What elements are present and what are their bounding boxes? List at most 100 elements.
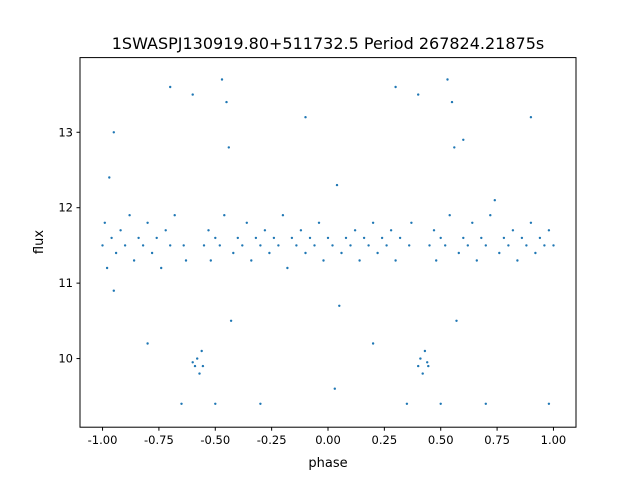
data-point	[462, 236, 465, 240]
data-point	[462, 138, 465, 141]
data-point	[428, 244, 431, 247]
x-axis-label: phase	[308, 456, 347, 471]
data-point	[191, 361, 194, 364]
y-tick-label: 10	[58, 352, 73, 366]
data-point	[498, 251, 501, 255]
data-point	[394, 85, 397, 89]
data-point	[250, 259, 253, 262]
x-tick-label: 0.50	[428, 433, 454, 447]
data-point	[376, 251, 379, 255]
data-point	[493, 199, 496, 202]
data-point	[367, 244, 370, 247]
data-point	[525, 244, 528, 247]
data-point	[453, 146, 456, 149]
data-point	[193, 364, 197, 368]
data-point	[371, 342, 375, 345]
data-point	[338, 304, 341, 307]
data-point	[417, 364, 420, 368]
data-point	[180, 402, 183, 405]
data-point	[132, 259, 136, 262]
data-point	[371, 221, 375, 224]
x-tick-label: 0.25	[372, 433, 398, 447]
data-point	[446, 78, 449, 81]
data-point	[202, 244, 206, 247]
data-point	[340, 251, 343, 255]
data-point	[295, 244, 298, 247]
data-point	[137, 236, 140, 240]
data-point	[286, 266, 289, 270]
data-point	[362, 236, 366, 240]
data-point	[196, 357, 199, 360]
chart-title: 1SWASPJ130919.80+511732.5 Period 267824.…	[112, 34, 544, 53]
y-tick-label: 13	[58, 125, 73, 139]
data-point	[405, 402, 409, 405]
data-point	[207, 229, 210, 232]
data-point	[241, 244, 244, 247]
data-point	[123, 244, 127, 247]
data-point	[455, 319, 458, 322]
data-point	[385, 244, 388, 247]
data-point	[160, 266, 163, 270]
data-point	[466, 244, 469, 247]
data-point	[150, 251, 154, 255]
data-point	[480, 236, 483, 240]
data-point	[272, 236, 276, 240]
data-point	[543, 244, 546, 247]
data-point	[259, 244, 262, 247]
data-point	[344, 236, 348, 240]
data-point	[317, 221, 321, 224]
data-point	[335, 183, 339, 187]
data-point	[349, 244, 352, 247]
data-point	[112, 289, 116, 292]
data-point	[281, 214, 285, 217]
y-tick-label: 12	[58, 201, 73, 215]
data-point	[450, 100, 454, 104]
data-point	[299, 229, 303, 232]
data-point	[419, 357, 422, 360]
x-tick-label: -0.50	[200, 433, 230, 447]
data-point	[218, 244, 221, 247]
data-point	[516, 259, 519, 262]
data-point	[398, 236, 402, 240]
x-tick-label: 0.00	[315, 433, 341, 447]
data-point	[110, 236, 113, 240]
data-point	[439, 236, 442, 240]
data-point	[484, 402, 487, 405]
data-point	[484, 244, 487, 247]
data-point	[214, 402, 217, 405]
data-point	[333, 387, 336, 390]
data-point	[200, 349, 203, 353]
data-point	[421, 372, 424, 375]
data-point	[164, 229, 167, 232]
data-point	[173, 214, 176, 217]
data-point	[547, 229, 551, 232]
x-tick-label: -0.25	[257, 433, 287, 447]
data-point	[552, 244, 555, 247]
data-point	[263, 229, 267, 232]
data-point	[439, 402, 442, 405]
data-point	[201, 364, 205, 368]
x-axis: -1.00 -0.75 -0.50 -0.25 0.00 0.25 0.50 0.75 1.00	[88, 427, 567, 447]
data-point	[209, 259, 212, 262]
data-point	[502, 236, 506, 240]
data-point	[410, 221, 413, 224]
data-point	[169, 85, 172, 89]
data-point	[105, 266, 109, 270]
x-tick-label: -1.00	[88, 433, 118, 447]
data-point	[146, 342, 149, 345]
data-point	[229, 319, 233, 322]
data-point	[489, 214, 492, 217]
data-point	[444, 244, 447, 247]
data-point	[308, 236, 312, 240]
data-point	[119, 229, 122, 232]
x-tick-label: 1.00	[541, 433, 567, 447]
x-tick-label: -0.75	[144, 433, 174, 447]
data-point	[191, 93, 194, 96]
data-point	[141, 244, 145, 247]
data-point	[426, 361, 429, 364]
data-point	[423, 349, 427, 353]
data-point	[432, 229, 436, 232]
data-point	[245, 221, 248, 224]
data-point	[511, 229, 515, 232]
data-point	[128, 214, 131, 217]
